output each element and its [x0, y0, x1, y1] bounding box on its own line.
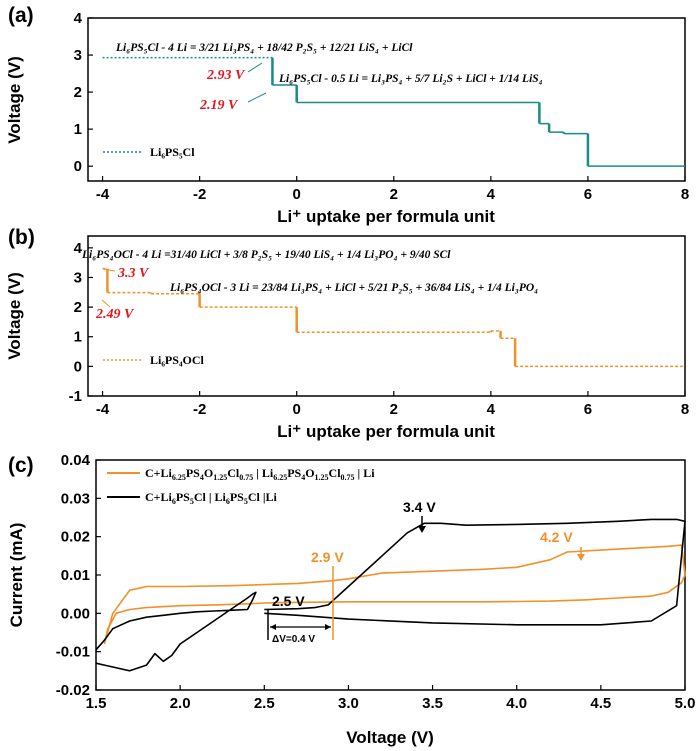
panel-a-equation-1: Li₆PS₅Cl - 4 Li = 3/21 Li₃PS₄ + 18/42 P₂…	[115, 42, 413, 54]
panel-b-ylabel: Voltage (V)	[5, 272, 24, 360]
panel-c-legend-label-1: C+Li6.25PS4O1.25Cl0.75 | Li6.25PS4O1.25C…	[145, 466, 375, 482]
panel-c-xtick-label: 3.5	[422, 695, 443, 712]
panel-c-series	[95, 518, 686, 672]
panel-a-ytick-label: 2	[74, 84, 82, 101]
panel-b-xticks: -4 -2 0 2 4 6 8	[96, 391, 689, 418]
panel-c-label-3-4: 3.4 V	[403, 499, 436, 515]
panel-c-xtick-label: 4.0	[506, 695, 527, 712]
panel-a-ytick-label: 0	[74, 158, 82, 175]
panel-c-ytick-label: -0.01	[56, 644, 90, 661]
panel-a-xtick-label: 6	[584, 186, 592, 203]
panel-c-delta-v-arrowhead-left	[270, 624, 276, 630]
panel-b-xtick-label: 4	[487, 401, 496, 418]
panel-a-xtick-label: 4	[487, 186, 496, 203]
panel-c-ytick-label: -0.02	[56, 682, 90, 699]
panel-b-xtick-label: -4	[96, 401, 110, 418]
panel-c-ytick-label: 0.04	[61, 452, 91, 469]
panel-c-xtick-label: 4.5	[590, 695, 611, 712]
panel-a-frame	[87, 17, 686, 182]
panel-a-label-2-19: 2.19 V	[199, 98, 239, 113]
panel-b-xtick-label: 6	[584, 401, 592, 418]
panel-a-ytick-label: 4	[74, 10, 83, 27]
panel-c-arrowhead-4-2	[577, 554, 585, 561]
panel-b-yticks: -1 0 1 2 3 4	[69, 240, 93, 405]
panel-letter-c: (c)	[8, 454, 34, 477]
panel-c-label-4-2: 4.2 V	[540, 529, 573, 545]
panel-c-ytick-label: 0.03	[61, 490, 90, 507]
panel-c-xtick-label: 1.5	[86, 695, 107, 712]
panel-b-ytick-label: 3	[74, 269, 82, 286]
panel-c-series-1	[103, 544, 686, 645]
panel-b-xtick-label: -2	[193, 401, 206, 418]
panel-a-yticks: 0 1 2 3 4	[74, 10, 93, 175]
panel-a-equation-2: Li₆PS₅Cl - 0.5 Li = Li₃PS₄ + 5/7 Li₂S + …	[278, 73, 543, 85]
panel-b-frame	[87, 235, 686, 397]
panel-c-delta-v-label: ΔV=0.4 V	[272, 634, 315, 645]
panel-b-pointer-2	[101, 299, 111, 308]
panel-b-ytick-label: 2	[74, 299, 82, 316]
panel-b-ytick-label: 4	[74, 240, 83, 257]
panel-b-ytick-label: 0	[74, 358, 82, 375]
panel-a-pointer-2	[247, 92, 267, 103]
panel-a-ytick-label: 3	[74, 47, 82, 64]
panel-b-legend-label: Li₆PS₄OCl	[150, 353, 205, 367]
panel-letter-a: (a)	[8, 4, 34, 27]
panel-b-xlabel: Li⁺ uptake per formula unit	[277, 422, 495, 441]
panel-a-ylabel: Voltage (V)	[5, 56, 24, 144]
panel-c-series-2	[95, 591, 257, 672]
panel-a-xticks: -4 -2 0 2 4 6 8	[96, 176, 689, 203]
panel-b-xtick-label: 2	[390, 401, 398, 418]
panel-c-yticks: -0.02 -0.01 0.00 0.01 0.02 0.03 0.04	[56, 452, 101, 699]
panel-letter-b: (b)	[8, 226, 35, 249]
panel-a: 0 1 2 3 4 -4 -2 0 2 4 6 8 Voltage (V) Li⁺ uptake p…	[5, 10, 689, 226]
panel-a-xtick-label: 8	[681, 186, 689, 203]
panel-a-legend-label: Li₆PS₅Cl	[150, 145, 195, 159]
panel-c-arrowhead-3-4	[418, 526, 426, 533]
panel-a-xtick-label: 2	[390, 186, 398, 203]
panel-c-xticks: 1.5 2.0 2.5 3.0 3.5 4.0 4.5 5.0	[86, 685, 696, 712]
panel-b-pointer-1	[102, 268, 116, 272]
panel-c-xtick-label: 2.5	[254, 695, 275, 712]
panel-c-ytick-label: 0.00	[61, 605, 90, 622]
panel-b: -1 0 1 2 3 4 -4 -2 0 2 4 6 8 Voltage (V) Li⁺ uptake…	[5, 235, 689, 441]
panel-a-ytick-label: 1	[74, 121, 82, 138]
panel-c-label-2-9: 2.9 V	[311, 549, 344, 565]
panel-b-equation-1: Li₆PS₄OCl - 4 Li =31/40 LiCl + 3/8 P₂S₅ …	[81, 249, 451, 261]
panel-c-legend-label-2: C+Li6PS5Cl | Li6PS5Cl |Li	[145, 490, 278, 506]
panel-b-ytick-label: -1	[69, 388, 82, 405]
panel-a-xtick-label: 0	[293, 186, 301, 203]
panel-c-ytick-label: 0.02	[61, 529, 90, 546]
panel-c: -0.02 -0.01 0.00 0.01 0.02 0.03 0.04 1.5 2.0 2.5…	[7, 452, 695, 747]
panel-a-xtick-label: -2	[193, 186, 206, 203]
panel-b-equation-2: Li₆PS₄OCl - 3 Li = 23/84 Li₃PS₄ + LiCl +…	[169, 282, 538, 294]
panel-c-label-2-5: 2.5 V	[272, 593, 305, 609]
panel-a-xlabel: Li⁺ uptake per formula unit	[277, 207, 495, 226]
panel-a-xtick-label: -4	[96, 186, 110, 203]
panel-b-label-3-3: 3.3 V	[117, 266, 150, 281]
panel-c-xlabel: Voltage (V)	[346, 728, 434, 747]
panel-c-delta-v-arrowhead-right	[325, 624, 331, 630]
panel-c-xtick-label: 3.0	[338, 695, 359, 712]
panel-a-pointer-1	[247, 62, 263, 73]
panel-c-ylabel: Current (mA)	[7, 523, 26, 628]
panel-c-ytick-label: 0.01	[61, 567, 90, 584]
panel-a-label-2-93: 2.93 V	[206, 68, 246, 83]
panel-c-series-3	[264, 518, 686, 626]
panel-c-xtick-label: 2.0	[170, 695, 191, 712]
panel-b-xtick-label: 8	[681, 401, 689, 418]
panel-b-series	[102, 267, 685, 368]
panel-a-series	[102, 56, 685, 167]
panel-b-label-2-49: 2.49 V	[95, 307, 135, 322]
panel-b-ytick-label: 1	[74, 329, 82, 346]
panel-c-xtick-label: 5.0	[675, 695, 696, 712]
panel-b-xtick-label: 0	[293, 401, 301, 418]
